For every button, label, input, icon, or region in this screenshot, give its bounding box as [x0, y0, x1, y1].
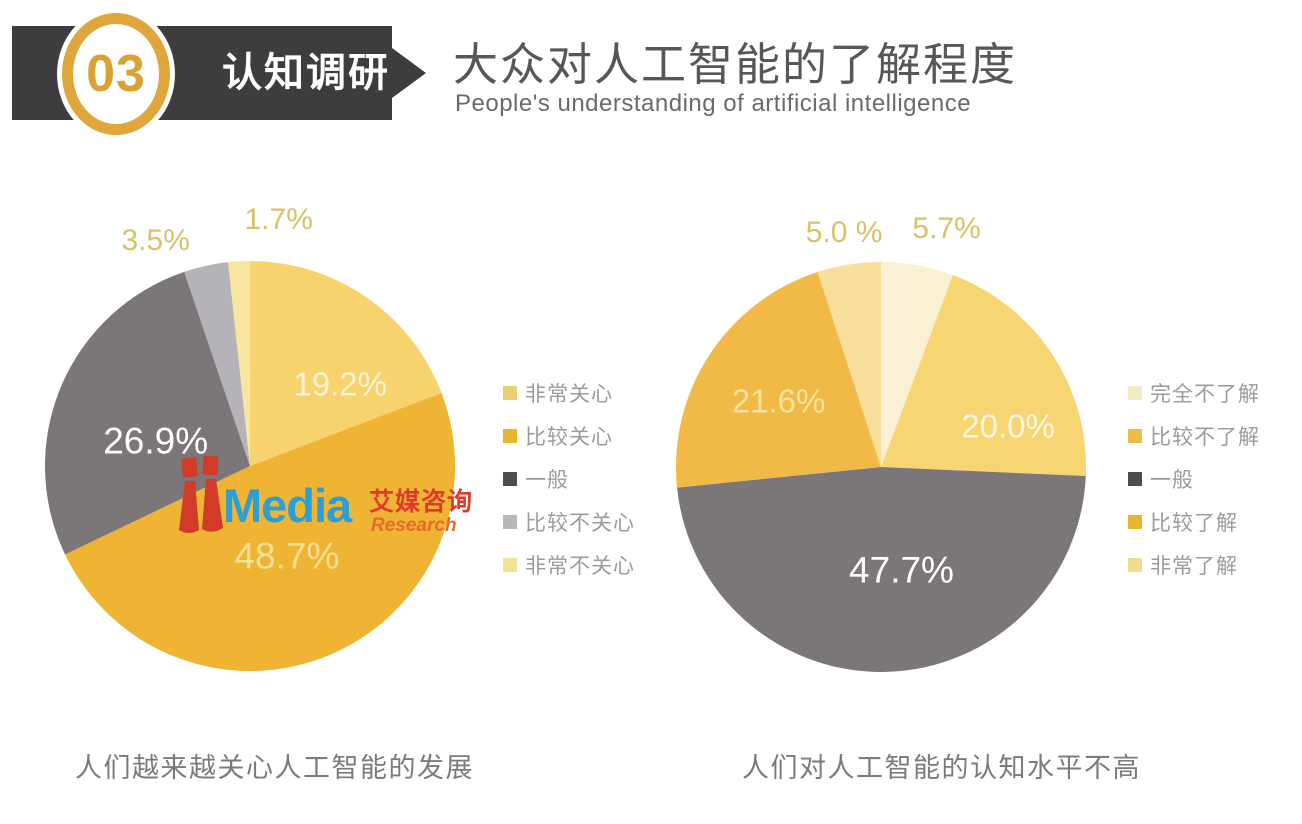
pie-slice-一般 [677, 467, 1086, 672]
legend-swatch [1128, 428, 1142, 443]
legend-label: 比较关心 [525, 425, 613, 449]
page-subtitle: People's understanding of artificial int… [455, 90, 972, 117]
legend-swatch [503, 471, 517, 486]
logo-research-text: Research [371, 515, 457, 536]
pie-svg [45, 261, 455, 671]
legend-label: 比较不了解 [1150, 425, 1260, 449]
pie-value-label: 47.7% [849, 549, 954, 590]
legend-swatch [1128, 514, 1142, 529]
legend-label: 完全不了解 [1150, 382, 1260, 406]
legend-understanding: 完全不了解比较不了解一般比较了解非常了解 [1128, 371, 1260, 586]
pie-slice-一般 [45, 271, 250, 555]
pie-slice-比较了解 [676, 272, 881, 488]
legend-swatch [1128, 557, 1142, 572]
pie-value-label: 5.7% [912, 212, 981, 246]
legend-item: 完全不了解 [1128, 371, 1260, 414]
pie-value-label: 48.7% [234, 535, 340, 577]
legend-item: 比较不关心 [503, 500, 635, 543]
pie-slice-非常了解 [817, 262, 881, 467]
pie-value-label: 3.5% [121, 223, 190, 257]
section-number-badge: 03 [62, 13, 170, 135]
pie-svg [676, 262, 1086, 672]
iimedia-figures-icon [179, 455, 223, 533]
legend-swatch [503, 514, 517, 529]
legend-label: 一般 [525, 468, 569, 492]
legend-item: 一般 [503, 457, 635, 500]
pie-value-label: 20.0% [961, 407, 1055, 445]
section-label: 认知调研 [222, 51, 390, 95]
legend-item: 比较关心 [503, 414, 635, 457]
pie-slice-比较不关心 [184, 262, 250, 466]
pie-slice-完全不了解 [881, 262, 953, 467]
legend-item: 一般 [1128, 457, 1260, 500]
legend-concern: 非常关心比较关心一般比较不关心非常不关心 [503, 371, 635, 586]
legend-label: 比较不关心 [525, 511, 635, 535]
legend-item: 比较不了解 [1128, 414, 1260, 457]
page-title: 大众对人工智能的了解程度 [453, 39, 1018, 90]
pie-value-label: 26.9% [103, 420, 209, 462]
pie-value-label: 1.7% [244, 203, 313, 236]
legend-swatch [503, 557, 517, 572]
caption-left: 人们越来越关心人工智能的发展 [75, 753, 474, 783]
pie-value-label: 19.2% [293, 365, 387, 403]
pie-value-label: 21.6% [731, 382, 826, 420]
legend-label: 比较了解 [1150, 511, 1238, 535]
banner-arrow-icon [392, 48, 426, 98]
pie-chart-concern: 19.2% 48.7% 26.9% 3.5% 1.7% [45, 205, 455, 671]
pie-slice-非常关心 [250, 261, 442, 466]
legend-label: 非常关心 [525, 382, 613, 406]
legend-item: 非常了解 [1128, 543, 1260, 586]
legend-label: 非常不关心 [525, 554, 635, 578]
pie-slice-比较不了解 [881, 275, 1086, 477]
section-number: 03 [86, 45, 146, 103]
pie-chart-understanding: 5.7% 20.0% 47.7% 21.6% 5.0 % [676, 214, 1086, 672]
legend-label: 一般 [1150, 468, 1194, 492]
pie-value-label: 5.0 % [805, 216, 883, 250]
caption-right: 人们对人工智能的认知水平不高 [742, 753, 1141, 783]
logo-media-text: Media [223, 479, 352, 532]
legend-item: 比较了解 [1128, 500, 1260, 543]
logo-chinese-text: 艾媒咨询 [369, 488, 474, 516]
legend-label: 非常了解 [1150, 554, 1238, 578]
iimedia-research-logo: Media 艾媒咨询 Research [178, 448, 478, 540]
legend-item: 非常不关心 [503, 543, 635, 586]
legend-swatch [503, 385, 517, 400]
legend-swatch [1128, 471, 1142, 486]
legend-item: 非常关心 [503, 371, 635, 414]
pie-slice-比较关心 [65, 392, 455, 671]
legend-swatch [503, 428, 517, 443]
pie-slice-非常不关心 [228, 261, 250, 466]
legend-swatch [1128, 385, 1142, 400]
